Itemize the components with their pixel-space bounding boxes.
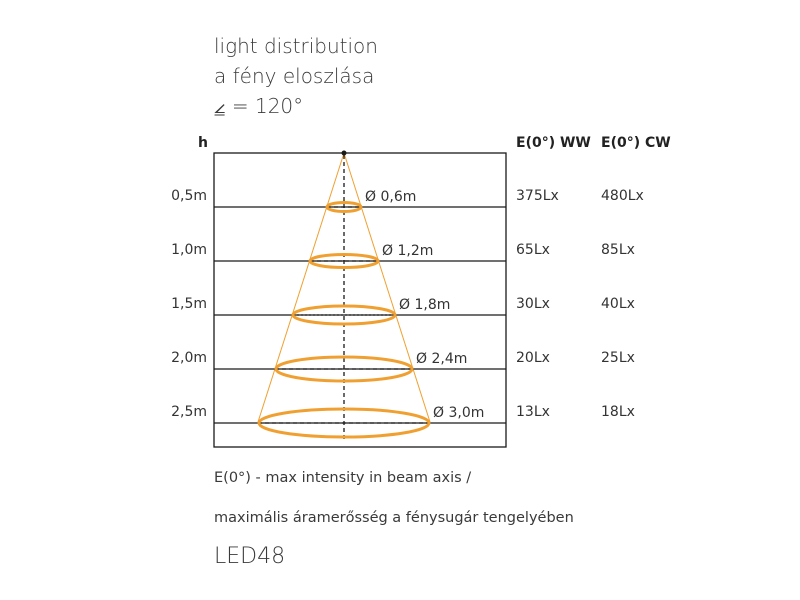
- footer-note-en: E(0°) - max intensity in beam axis /: [214, 470, 472, 486]
- light-spot-1-0m: [308, 253, 380, 269]
- model-name: LED48: [214, 544, 286, 569]
- ww-lux-4: 20Lx: [516, 350, 550, 366]
- light-spot-2-0m: [274, 355, 414, 383]
- diagram-frame: [213, 152, 507, 448]
- cw-column-header: E(0°) CW: [601, 135, 671, 151]
- height-label-2: 1,0m: [171, 242, 207, 258]
- title-line-2: a fény eloszlása: [214, 64, 375, 88]
- cw-lux-3: 40Lx: [601, 296, 635, 312]
- height-label-3: 1,5m: [171, 296, 207, 312]
- light-spot-2-5m: [257, 407, 431, 439]
- diameter-label-5: Ø 3,0m: [433, 405, 485, 421]
- beam-edge-right: [343, 152, 431, 423]
- ww-lux-5: 13Lx: [516, 404, 550, 420]
- light-source-point: [341, 150, 347, 156]
- diameter-label-3: Ø 1,8m: [399, 297, 451, 313]
- diameter-label-1: Ø 0,6m: [365, 189, 417, 205]
- ww-lux-1: 375Lx: [516, 188, 559, 204]
- ww-column-header: E(0°) WW: [516, 135, 591, 151]
- height-column-header: h: [198, 135, 208, 151]
- diameter-label-4: Ø 2,4m: [416, 351, 468, 367]
- cw-lux-2: 85Lx: [601, 242, 635, 258]
- ww-lux-2: 65Lx: [516, 242, 550, 258]
- cw-lux-1: 480Lx: [601, 188, 644, 204]
- diameter-label-2: Ø 1,2m: [382, 243, 434, 259]
- height-label-1: 0,5m: [171, 188, 207, 204]
- cw-lux-5: 18Lx: [601, 404, 635, 420]
- beam-edge-left: [257, 152, 345, 423]
- ww-lux-3: 30Lx: [516, 296, 550, 312]
- title-line-1: light distribution: [214, 34, 378, 58]
- light-spot-1-5m: [291, 304, 397, 326]
- beam-angle-label: ⦤ = 120°: [214, 94, 304, 118]
- height-label-4: 2,0m: [171, 350, 207, 366]
- light-spot-0-5m: [325, 201, 363, 213]
- footer-note-hu: maximális áramerősség a fénysugár tengel…: [214, 510, 574, 526]
- height-label-5: 2,5m: [171, 404, 207, 420]
- cw-lux-4: 25Lx: [601, 350, 635, 366]
